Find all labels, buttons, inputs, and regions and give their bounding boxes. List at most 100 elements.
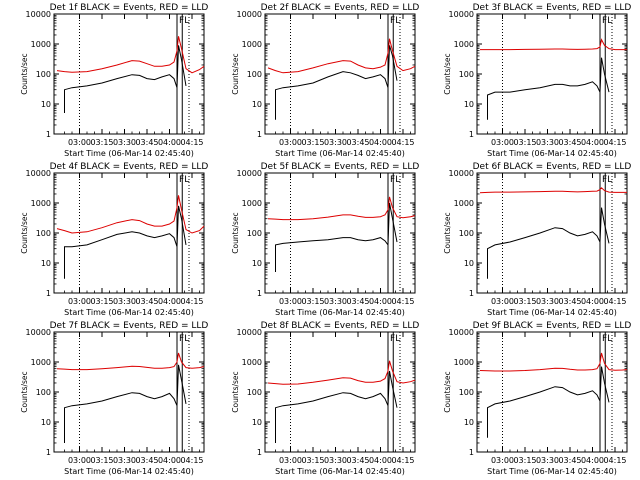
detector-panel: Det 2f BLACK = Events, RED = LLD 1 10 100 10… (231, 3, 419, 158)
x-tick-label: 03:00 (491, 456, 514, 465)
marker-label: L (607, 16, 612, 26)
marker-label: L (395, 16, 400, 26)
x-tick-label: 04:15 (391, 138, 414, 147)
x-tick-label: 04:00 (158, 456, 181, 465)
marker-label: L (395, 334, 400, 344)
x-tick-label: 04:15 (603, 297, 626, 306)
y-axis-label: Counts/sec (231, 212, 240, 253)
y-tick-label: 10 (41, 259, 51, 268)
marker-label: F (602, 175, 607, 185)
y-tick-label: 1 (469, 289, 474, 298)
x-tick-label: 03:30 (536, 297, 559, 306)
x-tick-label: 03:00 (279, 138, 302, 147)
lld-series-line (56, 36, 205, 74)
y-tick-label: 1000 (454, 40, 474, 49)
panel-title: Det 4f BLACK = Events, RED = LLD (50, 162, 209, 172)
lld-series-line (479, 187, 627, 194)
marker-label: F (179, 334, 184, 344)
y-tick-label: 10000 (26, 328, 51, 337)
x-tick-label: 03:30 (324, 456, 347, 465)
x-tick-label: 03:00 (279, 297, 302, 306)
detector-panel: Det 3f BLACK = Events, RED = LLD 1 10 100 10… (443, 3, 631, 158)
x-tick-label: 03:15 (513, 456, 536, 465)
lld-series-line (479, 352, 628, 372)
detector-panel: Det 6f BLACK = Events, RED = LLD 1 10 100 10… (443, 162, 631, 317)
x-tick-label: 04:00 (581, 138, 604, 147)
x-tick-label: 03:45 (346, 456, 369, 465)
x-tick-label: 03:45 (135, 456, 158, 465)
y-tick-label: 1 (46, 448, 51, 457)
y-axis-label: Counts/sec (231, 53, 240, 94)
panel-title: Det 1f BLACK = Events, RED = LLD (50, 3, 209, 13)
x-axis-label: Start Time (06-Mar-14 02:45:40) (275, 308, 405, 317)
y-tick-label: 1 (469, 130, 474, 139)
detector-panel: Det 8f BLACK = Events, RED = LLD 1 10 100 10… (231, 321, 419, 476)
y-tick-label: 100 (36, 229, 51, 238)
plot-frame (264, 13, 416, 135)
y-tick-label: 10 (252, 100, 262, 109)
x-tick-label: 03:15 (301, 456, 324, 465)
y-tick-label: 1000 (31, 199, 51, 208)
panel-title: Det 2f BLACK = Events, RED = LLD (261, 3, 420, 13)
marker-label: L (184, 16, 189, 26)
x-tick-label: 03:00 (68, 456, 91, 465)
marker-label: F (390, 16, 395, 26)
x-axis-label: Start Time (06-Mar-14 02:45:40) (487, 467, 617, 476)
events-series-line (275, 45, 398, 120)
events-series-line (487, 57, 610, 120)
y-axis-label: Counts/sec (231, 371, 240, 412)
events-series-line (64, 364, 187, 443)
marker-label: L (395, 175, 400, 185)
y-tick-label: 100 (36, 388, 51, 397)
x-tick-label: 04:00 (581, 456, 604, 465)
lld-series-line (267, 360, 416, 385)
marker-label: F (390, 334, 395, 344)
x-tick-label: 04:15 (391, 456, 414, 465)
y-axis-label: Counts/sec (443, 371, 452, 412)
y-tick-label: 1 (257, 448, 262, 457)
x-tick-label: 03:00 (279, 456, 302, 465)
detector-panel: Det 4f BLACK = Events, RED = LLD 1 10 100 10… (20, 162, 208, 317)
y-tick-label: 10 (464, 100, 474, 109)
detector-panel: Det 5f BLACK = Events, RED = LLD 1 10 100 10… (231, 162, 419, 317)
marker-label: L (607, 334, 612, 344)
y-tick-label: 100 (459, 388, 474, 397)
y-tick-label: 10000 (449, 169, 474, 178)
y-axis-label: Counts/sec (20, 212, 29, 253)
y-tick-label: 100 (36, 70, 51, 79)
x-tick-label: 03:15 (513, 297, 536, 306)
x-tick-label: 03:45 (135, 138, 158, 147)
detector-panel: Det 7f BLACK = Events, RED = LLD 1 10 100 10… (20, 321, 208, 476)
y-tick-label: 10000 (237, 10, 262, 19)
panel-title: Det 9f BLACK = Events, RED = LLD (473, 321, 632, 331)
y-tick-label: 100 (459, 70, 474, 79)
lld-series-line (267, 38, 416, 74)
plot-frame (476, 331, 628, 453)
plot-frame (53, 331, 205, 453)
events-series-line (275, 202, 398, 272)
marker-label: F (390, 175, 395, 185)
marker-label: F (179, 16, 184, 26)
x-tick-label: 04:15 (391, 297, 414, 306)
panel-title: Det 3f BLACK = Events, RED = LLD (473, 3, 632, 13)
plot-frame (264, 331, 416, 453)
lld-series-line (56, 195, 205, 234)
y-tick-label: 1000 (31, 40, 51, 49)
x-tick-label: 03:15 (301, 138, 324, 147)
x-tick-label: 03:45 (558, 297, 581, 306)
lld-series-line (480, 38, 627, 51)
y-axis-label: Counts/sec (443, 212, 452, 253)
y-axis-label: Counts/sec (443, 53, 452, 94)
events-series-line (64, 205, 187, 279)
y-tick-label: 10 (41, 100, 51, 109)
y-tick-label: 10 (41, 418, 51, 427)
plot-frame (53, 13, 205, 135)
y-axis-label: Counts/sec (20, 371, 29, 412)
x-tick-label: 03:00 (491, 297, 514, 306)
y-tick-label: 10 (252, 259, 262, 268)
x-tick-label: 04:15 (180, 456, 203, 465)
y-tick-label: 10000 (237, 169, 262, 178)
y-tick-label: 1000 (242, 358, 262, 367)
x-tick-label: 03:15 (301, 297, 324, 306)
